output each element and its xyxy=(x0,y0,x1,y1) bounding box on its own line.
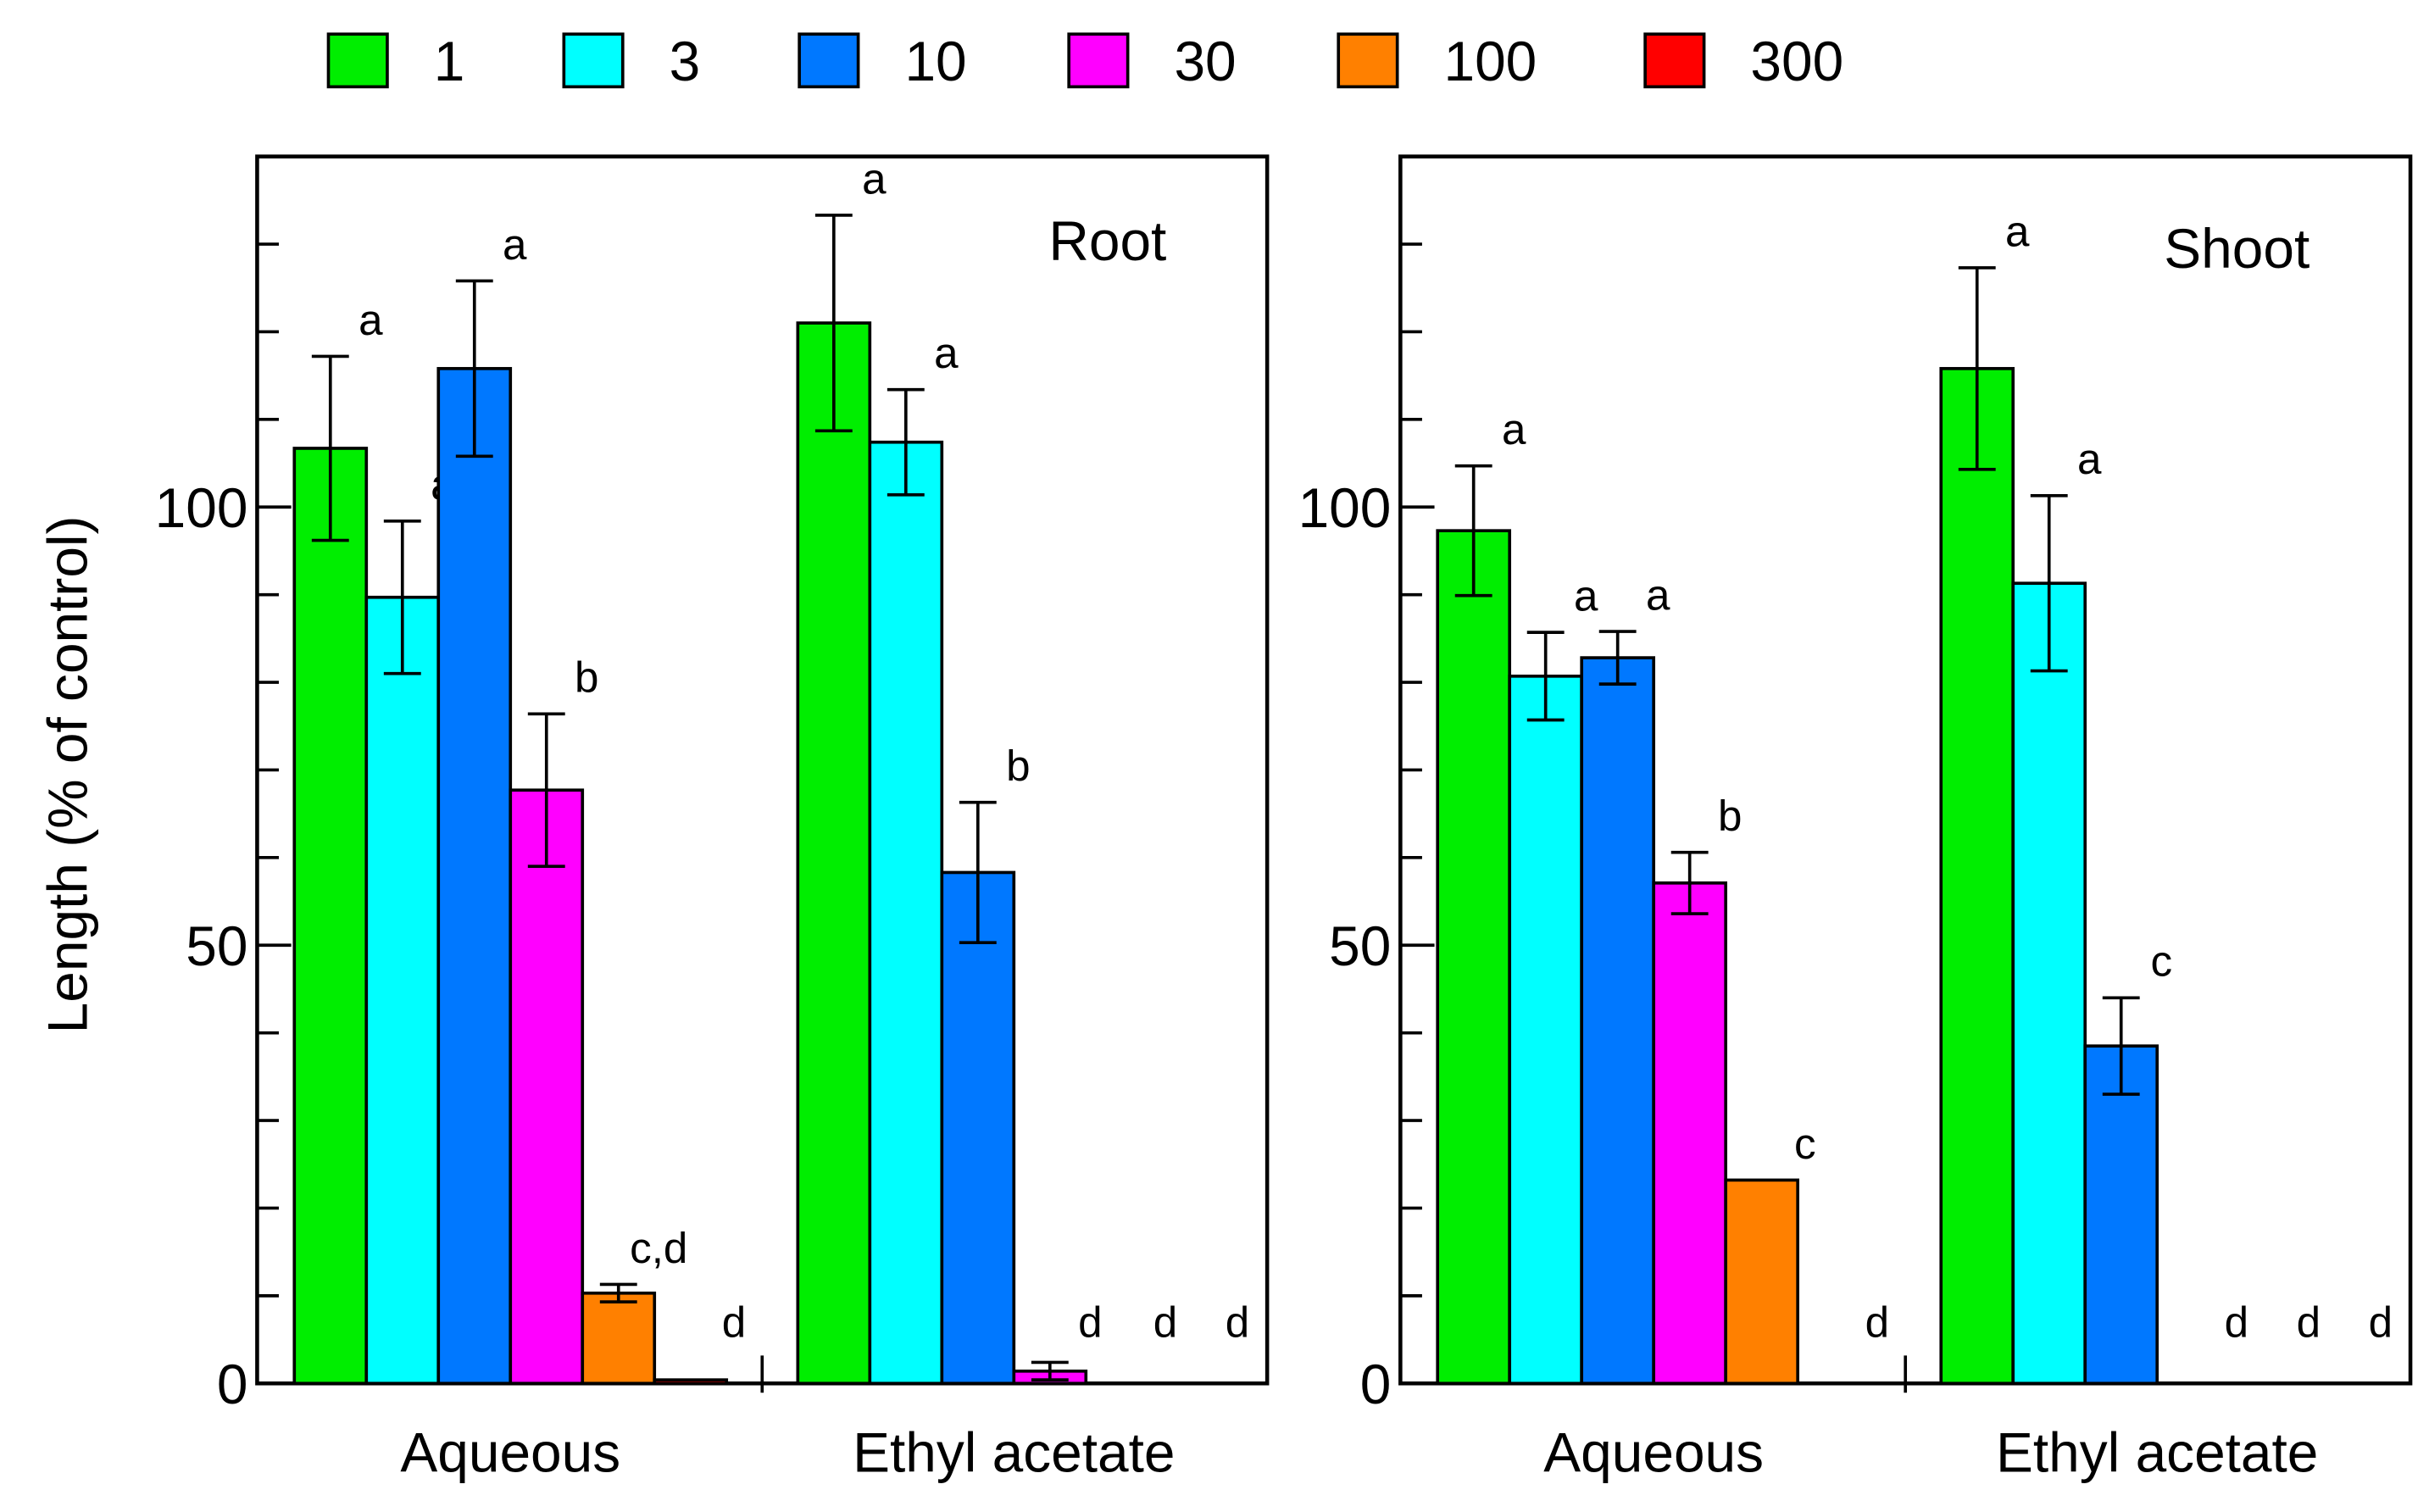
significance-letter: c xyxy=(1794,1120,1816,1168)
significance-letter: a xyxy=(2005,207,2030,255)
bar-10 xyxy=(436,367,513,1386)
bar-1 xyxy=(796,321,872,1386)
x-category-label: Aqueous xyxy=(1543,1420,1764,1483)
significance-letter: a xyxy=(359,296,383,344)
significance-letter: a xyxy=(1502,405,1526,453)
legend-label: 10 xyxy=(904,30,966,92)
x-category-label: Aqueous xyxy=(400,1420,620,1483)
significance-letter: b xyxy=(575,653,598,702)
significance-letter: d xyxy=(2225,1298,2248,1346)
significance-letter: a xyxy=(2077,435,2102,483)
bar-1 xyxy=(1436,529,1512,1386)
bar-3 xyxy=(2011,581,2087,1386)
bar-1 xyxy=(1939,367,2015,1386)
y-tick-label: 100 xyxy=(155,476,248,539)
significance-letter: d xyxy=(1865,1298,1889,1346)
legend-label: 100 xyxy=(1444,30,1537,92)
bar-10 xyxy=(1580,656,1656,1386)
legend-swatch-3 xyxy=(562,32,625,89)
significance-letter: d xyxy=(1226,1298,1249,1346)
significance-letter: b xyxy=(1006,742,1030,790)
bar-1 xyxy=(292,447,369,1386)
legend-label: 300 xyxy=(1750,30,1843,92)
significance-letter: d xyxy=(2297,1298,2321,1346)
bar-3 xyxy=(1508,674,1584,1386)
legend-label: 3 xyxy=(670,30,701,92)
panel-title: Root xyxy=(1048,209,1166,272)
x-category-label: Ethyl acetate xyxy=(1996,1420,2318,1483)
significance-letter: a xyxy=(503,220,527,269)
y-tick-label: 50 xyxy=(1329,914,1391,977)
legend-swatch-30 xyxy=(1067,32,1130,89)
legend-label: 1 xyxy=(434,30,465,92)
bar-10 xyxy=(940,870,1016,1386)
bar-3 xyxy=(364,595,441,1386)
y-axis-label: Length (% of control) xyxy=(36,516,98,1034)
bar-10 xyxy=(2083,1044,2159,1386)
significance-letter: d xyxy=(2369,1298,2393,1346)
legend-swatch-100 xyxy=(1337,32,1399,89)
significance-letter: a xyxy=(1574,572,1598,620)
y-tick-label: 0 xyxy=(217,1353,248,1415)
significance-letter: b xyxy=(1718,792,1742,840)
y-tick-label: 0 xyxy=(1360,1353,1392,1415)
significance-letter: d xyxy=(722,1298,746,1346)
bar-100 xyxy=(1724,1178,1799,1386)
bar-30 xyxy=(509,788,585,1386)
x-category-label: Ethyl acetate xyxy=(853,1420,1175,1483)
significance-letter: c xyxy=(2150,937,2172,986)
significance-letter: a xyxy=(934,329,959,377)
bar-300 xyxy=(653,1378,729,1386)
significance-letter: a xyxy=(1646,570,1670,619)
bar-100 xyxy=(581,1291,657,1386)
legend-swatch-1 xyxy=(326,32,389,89)
legend-swatch-300 xyxy=(1643,32,1706,89)
y-tick-label: 50 xyxy=(186,914,247,977)
bar-3 xyxy=(868,440,944,1386)
legend-label: 30 xyxy=(1174,30,1236,92)
significance-letter: c,d xyxy=(630,1224,687,1272)
bar-30 xyxy=(1652,881,1728,1386)
panel-title: Shoot xyxy=(2164,217,2309,280)
significance-letter: d xyxy=(1078,1298,1102,1346)
legend: 1 3 10 30 100 300 xyxy=(326,30,1843,92)
legend-swatch-10 xyxy=(798,32,860,89)
y-tick-label: 100 xyxy=(1298,476,1392,539)
significance-letter: a xyxy=(862,154,887,203)
significance-letter: d xyxy=(1153,1298,1177,1346)
